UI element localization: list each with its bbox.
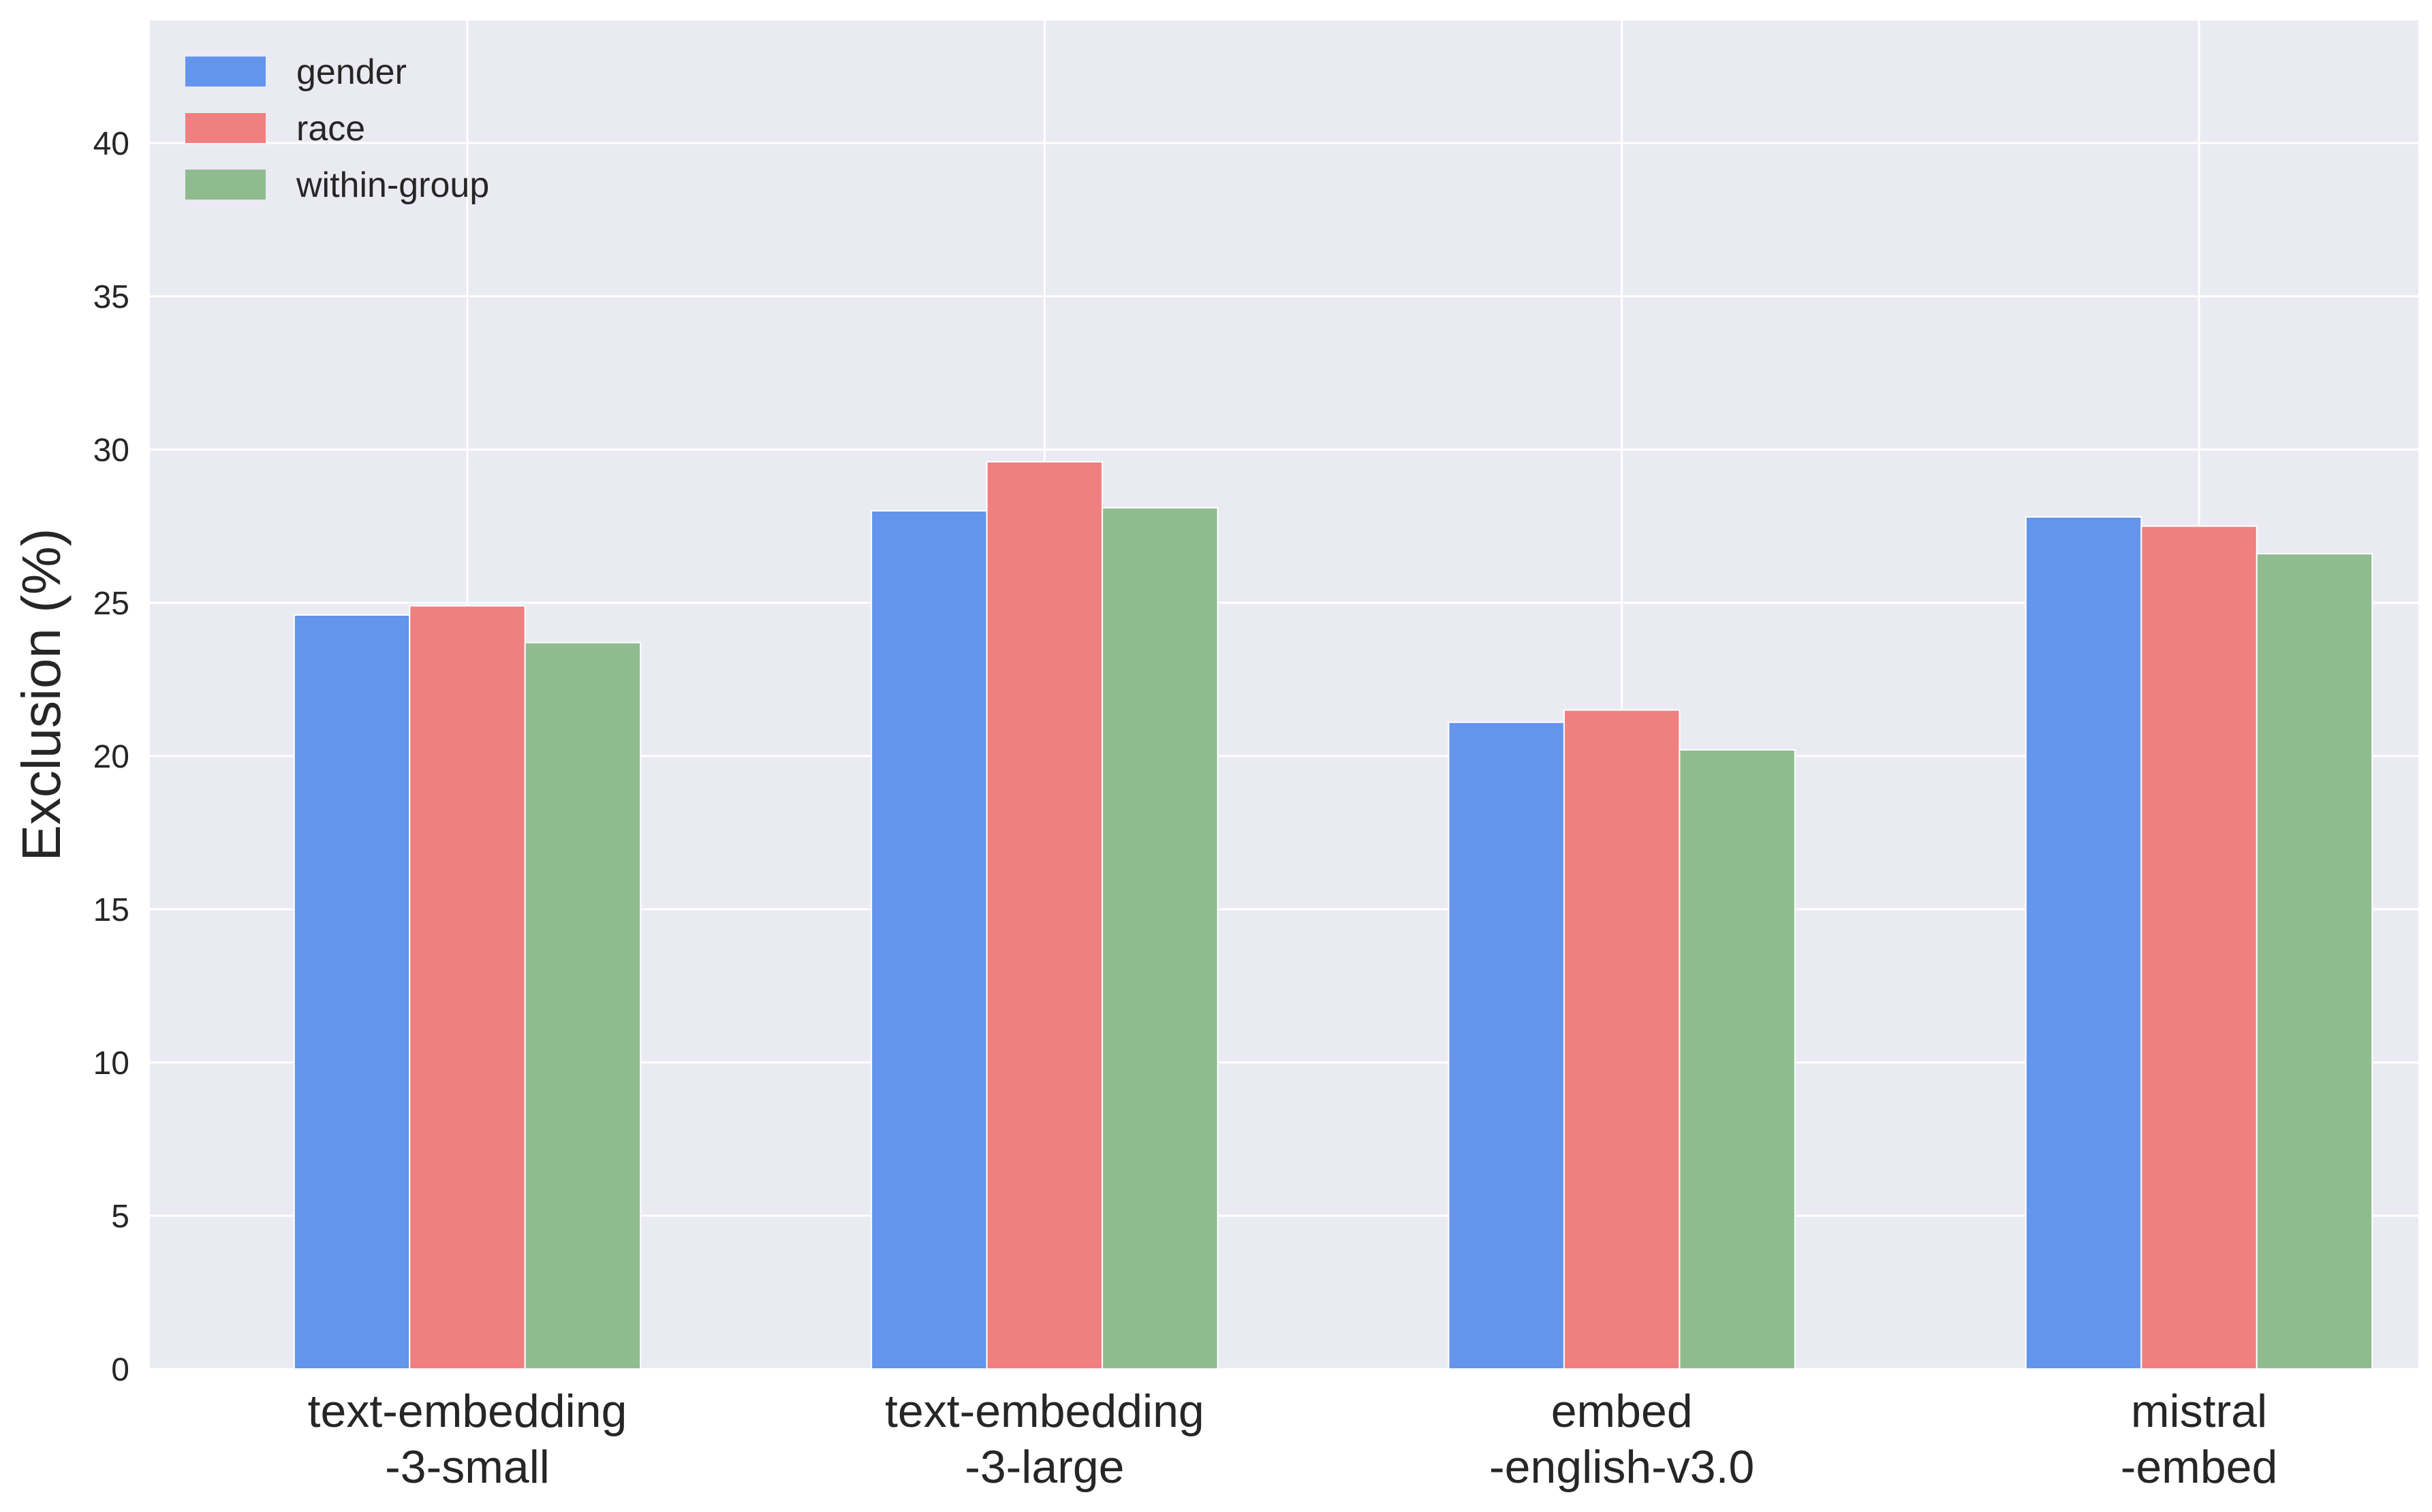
y-tick-label: 35 <box>93 279 129 315</box>
bar-within-group-3 <box>2256 553 2373 1370</box>
x-tick-label: -embed <box>2121 1441 2278 1493</box>
x-tick-labels: text-embedding-3-smalltext-embedding-3-l… <box>308 1385 2278 1493</box>
x-tick-label: embed <box>1551 1385 1693 1437</box>
y-tick-label: 40 <box>93 126 129 162</box>
legend-swatch-race <box>185 113 266 143</box>
legend-label-gender: gender <box>296 52 407 92</box>
y-tick-labels: 0 5 10 15 20 25 30 35 40 <box>93 126 129 1388</box>
bar-gender-2 <box>1448 721 1565 1370</box>
x-tick-label: -3-large <box>965 1441 1124 1493</box>
x-tick-label: -3-small <box>385 1441 550 1493</box>
x-tick-label: -english-v3.0 <box>1489 1441 1754 1493</box>
bar-race-1 <box>986 461 1104 1370</box>
bar-within-group-0 <box>524 642 642 1370</box>
legend-swatch-gender <box>185 57 266 86</box>
bar-within-group-2 <box>1679 749 1796 1370</box>
x-tick-label: text-embedding <box>308 1385 627 1437</box>
bar-race-0 <box>409 605 526 1370</box>
bars <box>293 461 2373 1370</box>
y-axis-title: Exclusion (%) <box>11 528 72 861</box>
bar-within-group-1 <box>1102 507 1219 1370</box>
bar-race-2 <box>1563 709 1681 1370</box>
bar-gender-3 <box>2025 516 2142 1370</box>
y-tick-label: 30 <box>93 432 129 469</box>
x-tick-label: mistral <box>2131 1385 2267 1437</box>
bar-gender-1 <box>871 510 988 1370</box>
y-tick-label: 0 <box>111 1352 129 1388</box>
y-tick-label: 10 <box>93 1045 129 1082</box>
bar-race-3 <box>2140 525 2258 1370</box>
y-tick-label: 20 <box>93 739 129 775</box>
x-tick-label: text-embedding <box>885 1385 1204 1437</box>
legend: gender race within-group <box>185 52 489 205</box>
bar-gender-0 <box>293 614 411 1370</box>
y-tick-label: 25 <box>93 586 129 622</box>
y-tick-label: 15 <box>93 892 129 928</box>
y-tick-label: 5 <box>111 1199 129 1235</box>
legend-label-race: race <box>296 109 365 148</box>
legend-swatch-within-group <box>185 170 266 200</box>
legend-label-within-group: within-group <box>296 166 489 205</box>
